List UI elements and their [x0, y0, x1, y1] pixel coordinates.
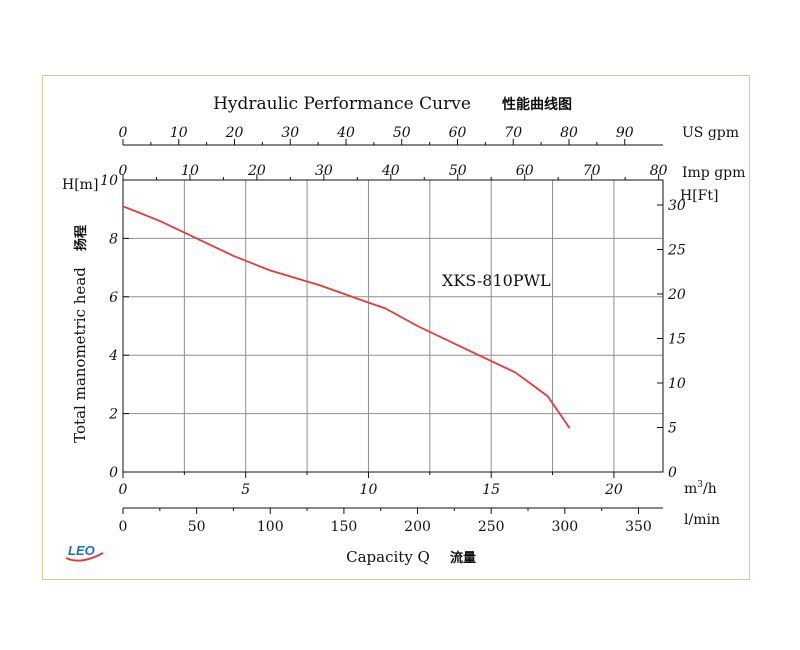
lmin-tick-label: 250 — [478, 519, 505, 535]
y-left-tick-label: 2 — [108, 407, 118, 423]
us-gpm-tick-label: 70 — [504, 125, 522, 141]
y-left-tick-label: 0 — [109, 465, 118, 481]
y-left-tick-label: 8 — [109, 231, 118, 247]
y-left-tick-label: 10 — [100, 173, 118, 189]
imp-gpm-tick-label: 20 — [247, 163, 266, 179]
lmin-tick-label: 350 — [625, 519, 652, 535]
imp-gpm-tick-label: 60 — [516, 163, 534, 179]
y-axis-title-cjk: 扬程 — [73, 225, 89, 251]
us-gpm-tick-label: 40 — [336, 125, 355, 141]
m3h-tick-label: 5 — [241, 482, 250, 498]
x-lmin-unit-label: l/min — [684, 512, 720, 528]
logo-swoosh — [65, 552, 104, 562]
m3h-tick-label: 20 — [604, 482, 623, 498]
imp-gpm-tick-label: 40 — [381, 163, 400, 179]
model-label: XKS-810PWL — [442, 271, 551, 290]
lmin-tick-label: 150 — [331, 519, 358, 535]
y-left-tick-label: 6 — [109, 290, 118, 306]
lmin-tick-label: 50 — [188, 519, 206, 535]
m3h-tick-label: 0 — [119, 482, 128, 498]
y-right-unit-label: H[Ft] — [680, 188, 718, 204]
us-gpm-tick-label: 30 — [281, 125, 299, 141]
lmin-tick-label: 200 — [404, 519, 431, 535]
y-right-tick-label: 30 — [668, 198, 686, 214]
lmin-tick-label: 100 — [257, 519, 284, 535]
y-right-tick-label: 10 — [668, 376, 686, 392]
y-axis-title: Total manometric head — [71, 267, 89, 443]
x-us-gpm-unit-label: US gpm — [682, 125, 739, 141]
imp-gpm-tick-label: 0 — [119, 163, 128, 179]
plot-area-border — [122, 179, 664, 473]
y-right-tick-label: 25 — [667, 242, 686, 258]
y-left-tick-label: 4 — [108, 348, 118, 364]
chart-frame — [42, 75, 750, 580]
imp-gpm-tick-label: 80 — [650, 163, 668, 179]
y-right-tick-label: 0 — [668, 465, 677, 481]
y-right-tick-label: 15 — [668, 331, 686, 347]
leo-logo: LEO — [65, 543, 104, 562]
imp-gpm-tick-label: 10 — [181, 163, 199, 179]
y-left-unit-label: H[m] — [62, 177, 98, 193]
y-right-tick-label: 20 — [667, 287, 686, 303]
x-axis-title: Capacity Q — [346, 548, 430, 566]
us-gpm-tick-label: 50 — [393, 125, 411, 141]
us-gpm-tick-label: 0 — [119, 125, 128, 141]
us-gpm-tick-label: 90 — [616, 125, 634, 141]
us-gpm-tick-label: 60 — [449, 125, 467, 141]
y-right-tick-label: 5 — [668, 420, 677, 436]
series-line-xks-810pwl — [122, 205, 571, 429]
logo-text: LEO — [68, 543, 95, 558]
chart-title: Hydraulic Performance Curve — [213, 94, 471, 114]
us-gpm-tick-label: 80 — [560, 125, 578, 141]
x-axis-title-cjk: 流量 — [450, 550, 476, 566]
imp-gpm-tick-label: 50 — [449, 163, 467, 179]
x-m3h-unit-label: m3/h — [684, 480, 717, 497]
imp-gpm-tick-label: 70 — [583, 163, 601, 179]
us-gpm-tick-label: 20 — [225, 125, 244, 141]
chart-title-cjk: 性能曲线图 — [502, 96, 572, 113]
m3h-tick-label: 15 — [482, 482, 500, 498]
lmin-tick-label: 0 — [119, 519, 128, 535]
lmin-tick-label: 300 — [551, 519, 578, 535]
x-imp-gpm-unit-label: Imp gpm — [682, 165, 745, 181]
imp-gpm-tick-label: 30 — [315, 163, 333, 179]
m3h-tick-label: 10 — [360, 482, 378, 498]
us-gpm-tick-label: 10 — [170, 125, 188, 141]
